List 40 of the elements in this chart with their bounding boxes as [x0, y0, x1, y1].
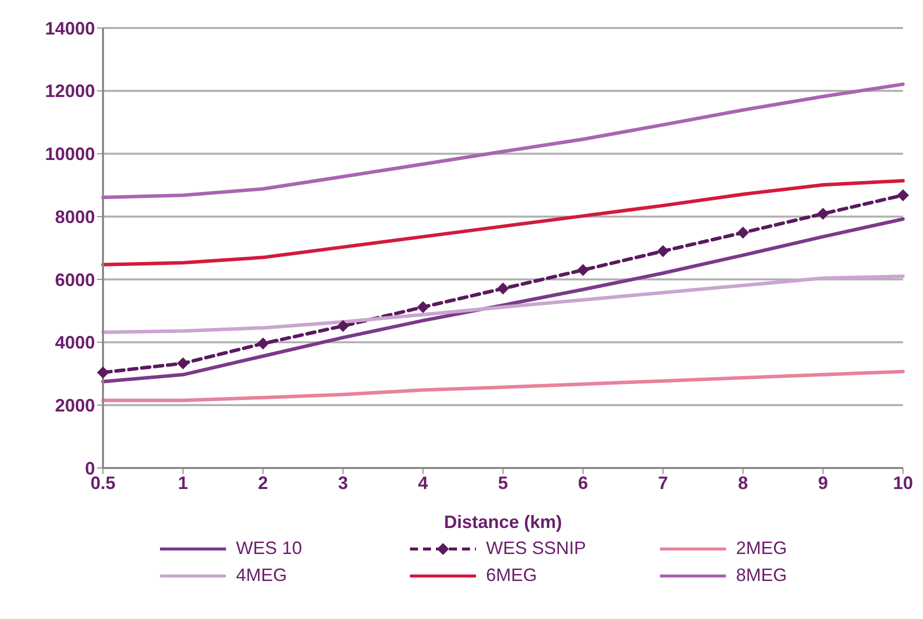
x-tick-label: 1 — [178, 472, 188, 493]
x-tick-label: 6 — [578, 472, 588, 493]
x-axis-title: Distance (km) — [444, 512, 562, 532]
x-tick-label: 8 — [738, 472, 748, 493]
point — [897, 189, 909, 202]
y-tick-label: 10000 — [44, 144, 95, 164]
x-tick-label: 7 — [658, 472, 668, 493]
legend-label: 4MEG — [236, 565, 288, 586]
point — [177, 357, 189, 370]
x-tick-label: 2 — [258, 472, 268, 493]
line-series — [101, 217, 905, 384]
x-tick-label: 3 — [338, 472, 348, 493]
y-tick-label: 2000 — [54, 396, 95, 416]
legend-label: 8MEG — [736, 565, 788, 586]
point — [417, 301, 429, 314]
line-series — [101, 82, 905, 200]
x-tick-label: 5 — [498, 472, 508, 493]
legend-label: WES 10 — [236, 538, 302, 559]
line-series — [101, 370, 905, 402]
y-tick-label: 14000 — [44, 18, 95, 38]
legend-label: 2MEG — [736, 538, 788, 559]
x-tick-label: 10 — [892, 472, 914, 493]
x-tick-label: 9 — [818, 472, 828, 493]
point — [577, 264, 589, 276]
point — [497, 282, 509, 295]
y-tick-label: 8000 — [54, 206, 95, 227]
y-tick-label: 6000 — [54, 270, 95, 290]
point — [737, 226, 749, 239]
point — [97, 366, 109, 378]
legend-label: WES SSNIP — [486, 538, 586, 559]
point — [257, 338, 269, 350]
point — [337, 320, 349, 332]
line-series — [101, 178, 905, 266]
y-tick-label: 4000 — [54, 332, 95, 353]
y-tick-label: 12000 — [44, 81, 95, 102]
point — [817, 208, 829, 220]
x-tick-label: 4 — [418, 472, 428, 493]
point — [657, 245, 669, 258]
legend-label: 6MEG — [486, 565, 538, 586]
line-series — [101, 274, 905, 334]
